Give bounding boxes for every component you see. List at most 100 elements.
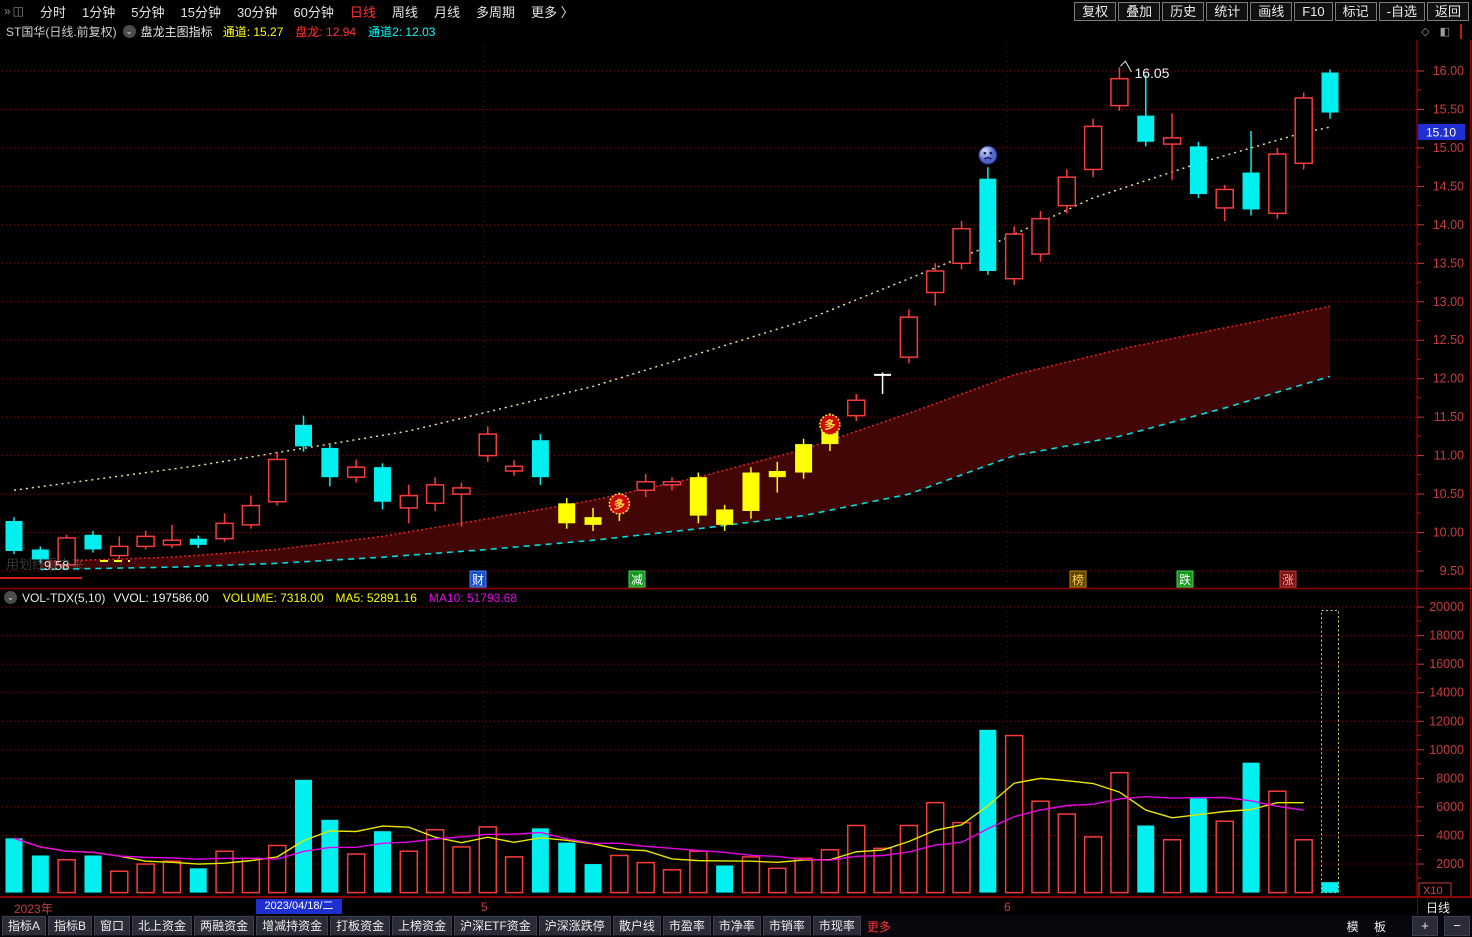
candle-body	[504, 465, 524, 472]
event-tag-财[interactable]	[469, 570, 487, 588]
candle-body	[742, 472, 760, 511]
candle-body	[267, 458, 287, 503]
topbar-button-0[interactable]: 复权	[1074, 1, 1117, 21]
last-price-box	[1418, 124, 1465, 140]
indicator-dropdown-icon[interactable]: ⌄	[122, 24, 136, 38]
bottom-tool-4[interactable]: 两融资金	[194, 916, 255, 936]
bottom-tool-10[interactable]: 散户线	[612, 916, 661, 936]
warn-signal-marker	[978, 145, 998, 165]
topbar-button-1[interactable]: 叠加	[1118, 1, 1161, 21]
period-tab-4[interactable]: 30分钟	[236, 4, 278, 20]
candle-body	[979, 178, 997, 271]
candle-body	[768, 470, 786, 478]
candle-body	[1057, 176, 1077, 207]
candle-body	[1321, 72, 1339, 113]
bottom-tool-12[interactable]: 市净率	[712, 916, 761, 936]
bottom-tool-1[interactable]: 指标B	[48, 916, 93, 936]
price-axis-label: 12.50	[1433, 333, 1464, 347]
volume-bar	[241, 857, 261, 894]
volume-bar	[636, 861, 655, 894]
topbar-button-7[interactable]: -自选	[1378, 1, 1425, 21]
volume-bar	[1242, 762, 1260, 893]
topbar-button-8[interactable]: 返回	[1426, 1, 1469, 21]
bottom-tool-5[interactable]: 增减持资金	[256, 916, 329, 936]
candle-body	[584, 517, 602, 525]
event-tag-跌[interactable]	[1176, 570, 1194, 588]
volume-axis-label: 2000	[1436, 857, 1464, 871]
split-view-icon[interactable]: ◧	[1439, 25, 1450, 38]
volume-bar	[295, 779, 313, 893]
volume-axis-label: 8000	[1436, 771, 1464, 785]
period-menu: 分时 1分钟 5分钟 15分钟 30分钟 60分钟 日线 周线 月线 多周期 更多 〉	[32, 0, 582, 23]
event-tag-涨[interactable]	[1279, 570, 1297, 588]
bottom-tool-14[interactable]: 市现率	[812, 916, 861, 936]
candle-body	[558, 503, 576, 524]
volume-bar	[689, 850, 708, 894]
stock-title: ST国华(日线.前复权)	[6, 24, 117, 39]
volume-bar	[662, 869, 682, 894]
period-tab-6[interactable]: 日线	[349, 4, 376, 20]
period-tab-2[interactable]: 5分钟	[131, 4, 165, 20]
watermark-text: 用划线看未来	[6, 557, 84, 572]
period-tab-7[interactable]: 周线	[391, 4, 418, 20]
volume-indicator-name[interactable]: VOL-TDX(5,10)	[22, 590, 106, 605]
volume-ma5-line	[13, 777, 1304, 865]
volume-bar	[531, 828, 549, 893]
volume-bar	[584, 864, 602, 893]
bottom-tool-7[interactable]: 上榜资金	[392, 916, 453, 936]
topbar-button-2[interactable]: 历史	[1162, 1, 1205, 21]
period-tab-5[interactable]: 60分钟	[293, 4, 334, 20]
volume-ma10-value: MA10: 51793.68	[428, 590, 517, 605]
period-tab-9[interactable]: 多周期	[475, 4, 515, 20]
toolbar-more-button[interactable]: 更多	[866, 919, 891, 934]
event-tag-榜[interactable]	[1069, 570, 1087, 588]
topbar-button-4[interactable]: 画线	[1250, 1, 1293, 21]
topbar-button-3[interactable]: 统计	[1206, 1, 1249, 21]
bottom-tool-8[interactable]: 沪深ETF资金	[454, 916, 537, 936]
date-axis[interactable]: 2023年 2023/04/18/二 5 6 日线	[0, 897, 1472, 916]
volume-bar	[1294, 839, 1313, 894]
event-tag-减[interactable]	[628, 570, 646, 588]
band-bottom-line	[40, 375, 1331, 571]
volume-bar	[558, 842, 576, 893]
price-axis-label: 15.50	[1433, 102, 1464, 116]
zoom-out-button[interactable]: −	[1444, 916, 1470, 936]
month-label-5: 5	[481, 900, 488, 914]
indicator-name[interactable]: 盘龙主图指标	[140, 24, 213, 39]
candle-body	[373, 467, 391, 502]
zoom-in-button[interactable]: +	[1412, 916, 1438, 936]
volume-dropdown-icon[interactable]: ⌄	[4, 591, 17, 604]
candle-body	[1268, 153, 1287, 215]
channel-line	[13, 126, 1331, 491]
diamond-icon[interactable]: ◇	[1421, 25, 1430, 38]
period-tab-3[interactable]: 15分钟	[180, 4, 221, 20]
volume-bar	[741, 856, 761, 894]
event-tag-glyph: 涨	[1282, 572, 1294, 587]
topbar-button-5[interactable]: F10	[1294, 1, 1333, 21]
price-axis-label: 10.50	[1433, 487, 1464, 501]
candle-body	[952, 227, 971, 265]
period-tab-8[interactable]: 月线	[433, 4, 460, 20]
candle-body	[241, 504, 261, 526]
axis-edge-mark	[1460, 23, 1462, 39]
period-tab-10[interactable]: 更多 〉	[530, 4, 574, 20]
volume-multiplier-box	[1418, 882, 1452, 897]
volume-bar	[57, 859, 76, 894]
bottom-tool-2[interactable]: 窗口	[94, 916, 131, 936]
topbar-button-6[interactable]: 标记	[1334, 1, 1377, 21]
window-controls-icon[interactable]: »◫	[4, 4, 27, 18]
bottom-tool-0[interactable]: 指标A	[2, 916, 47, 936]
bottom-tool-9[interactable]: 沪深涨跌停	[538, 916, 611, 936]
period-tab-1[interactable]: 1分钟	[82, 4, 116, 20]
bottom-tool-13[interactable]: 市销率	[762, 916, 811, 936]
period-corner-label: 日线	[1426, 901, 1451, 915]
period-tab-0[interactable]: 分时	[40, 4, 67, 20]
bottom-tool-3[interactable]: 北上资金	[132, 916, 193, 936]
bottom-tool-11[interactable]: 市盈率	[662, 916, 711, 936]
volume-bar	[399, 850, 419, 894]
template-button[interactable]: 模 板	[1346, 919, 1392, 934]
candle-body	[1031, 217, 1050, 255]
kline-chart-canvas[interactable]: 多多16.05财减榜跌涨用划线看未来9.5816.0015.5015.0014.…	[0, 40, 1472, 897]
bottom-tool-6[interactable]: 打板资金	[330, 916, 391, 936]
